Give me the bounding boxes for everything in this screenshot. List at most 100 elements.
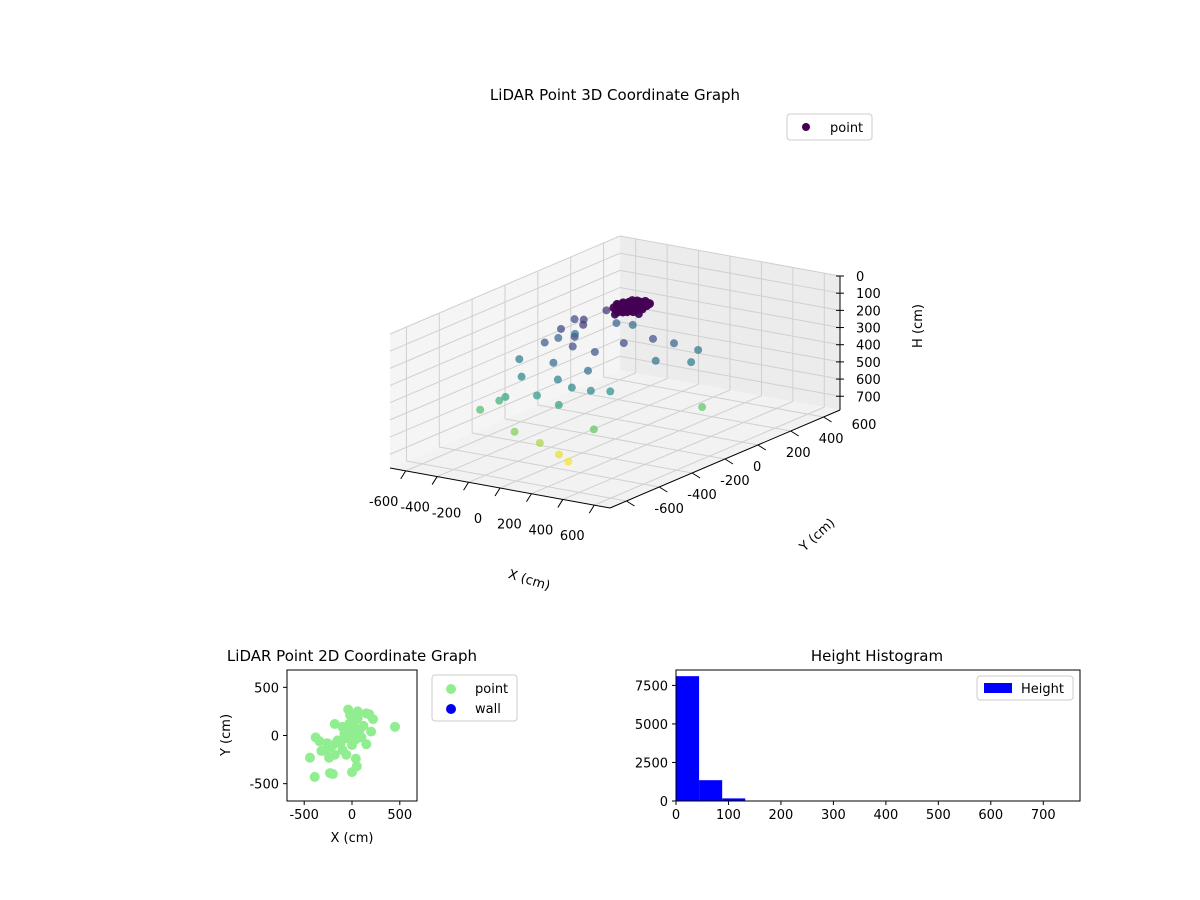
data-point: [304, 752, 315, 763]
legend-label-point: point: [475, 682, 508, 697]
data-point: [628, 307, 638, 317]
chart-3d-zlabel: H (cm): [911, 304, 926, 348]
data-point: [329, 718, 340, 729]
x-tick-label: 600: [978, 808, 1003, 823]
data-point: [628, 320, 637, 329]
data-point: [361, 708, 372, 719]
data-point: [613, 307, 623, 317]
data-point: [533, 391, 541, 400]
x-tick: [463, 482, 469, 491]
x-tick-label: 700: [1031, 808, 1056, 823]
chart-histogram: Height Histogram 0 100 200 300 400 500 600 7000…: [635, 647, 1081, 823]
chart-2d-legend: point wall: [431, 674, 518, 722]
data-point: [366, 726, 377, 737]
data-point: [627, 296, 637, 306]
x-tick-label: -500: [289, 808, 319, 823]
data-point: [651, 356, 660, 365]
z-tick-label: 200: [856, 304, 881, 319]
data-point: [540, 338, 549, 347]
x-tick-label: 600: [560, 529, 585, 544]
chart-3d: LiDAR Point 3D Coordinate Graph -600 -400…: [369, 86, 926, 594]
data-point: [698, 403, 707, 412]
data-point: [324, 752, 335, 763]
chart-3d-axes: -600 -400 -200 0 200 400 600-600-400-200020040…: [369, 270, 881, 544]
chart-3d-panes: [390, 236, 840, 508]
gridline-y-floor: [570, 390, 791, 432]
histogram-title: Height Histogram: [811, 647, 943, 665]
data-point: [361, 739, 372, 750]
data-point: [645, 299, 655, 309]
data-point: [570, 315, 579, 324]
data-point: [619, 339, 628, 348]
z-tick-label: 600: [856, 373, 881, 388]
data-point: [612, 299, 622, 309]
y-tick-label: 400: [819, 432, 844, 447]
histogram-bar: [699, 780, 723, 801]
x-tick-label: -400: [400, 501, 430, 516]
data-point: [637, 304, 647, 314]
chart-2d-ylabel: Y (cm): [219, 714, 234, 757]
histogram-frame: [675, 669, 1081, 802]
data-point: [602, 306, 611, 315]
y-tick: [790, 430, 799, 437]
x-tick-label: 0: [672, 808, 680, 823]
gridline-z-back: [619, 304, 841, 346]
data-point: [584, 366, 592, 375]
data-point: [517, 372, 526, 381]
data-point: [589, 425, 598, 434]
y-tick: [757, 444, 767, 451]
chart-3d-title: LiDAR Point 3D Coordinate Graph: [490, 86, 740, 104]
data-point: [309, 771, 320, 782]
x-tick-label: 500: [926, 808, 951, 823]
y-tick-label: 2500: [635, 756, 668, 771]
data-point: [495, 396, 504, 405]
gridline-y-floor: [537, 404, 758, 446]
z-tick-label: 100: [856, 287, 881, 302]
gridline-z-left: [389, 287, 621, 386]
x-tick: [400, 470, 407, 480]
x-tick-label: -200: [432, 506, 462, 521]
data-point: [358, 720, 369, 731]
data-point: [687, 358, 696, 367]
data-point: [501, 392, 510, 401]
y-tick-label: 0: [660, 795, 668, 810]
chart-2d: LiDAR Point 2D Coordinate Graph -500 0 500…: [219, 647, 518, 846]
data-point: [476, 405, 485, 414]
z-tick-label: 300: [856, 322, 881, 337]
y-tick-label: 200: [786, 446, 811, 461]
data-point: [327, 740, 338, 751]
data-point: [510, 427, 519, 436]
gridline-y-floor: [504, 418, 726, 460]
y-tick-label: -500: [249, 778, 279, 793]
gridline-z-back: [619, 287, 841, 329]
legend-marker-point: [446, 684, 456, 694]
gridline-z-left: [389, 235, 621, 335]
gridline-y-floor: [439, 446, 660, 488]
x-tick-label: 100: [716, 808, 741, 823]
chart-3d-ylabel: Y (cm): [796, 516, 838, 556]
data-point: [554, 333, 563, 342]
y-tick-label: 7500: [635, 679, 668, 694]
legend-marker-point: [802, 123, 810, 131]
legend-marker-wall: [446, 704, 456, 714]
x-tick-label: 400: [528, 523, 553, 538]
y-tick: [659, 486, 668, 493]
data-point: [568, 342, 577, 351]
x-tick-label: 200: [497, 518, 522, 533]
data-point: [347, 740, 357, 751]
chart-3d-points: [476, 296, 707, 466]
gridline-z-left: [389, 355, 621, 455]
x-tick: [526, 493, 532, 502]
chart-3d-xlabel: X (cm): [506, 567, 552, 594]
y-tick: [691, 472, 701, 479]
gridline-z-back: [619, 269, 841, 311]
y-tick-label: -600: [654, 502, 684, 517]
gridline-z-left: [389, 269, 621, 369]
data-point: [390, 721, 401, 732]
x-tick: [557, 499, 564, 508]
data-point: [335, 736, 346, 747]
x-tick-label: 0: [474, 512, 482, 527]
histogram-legend: Height: [976, 675, 1074, 701]
z-tick-label: 400: [856, 339, 881, 354]
data-point: [590, 347, 599, 356]
